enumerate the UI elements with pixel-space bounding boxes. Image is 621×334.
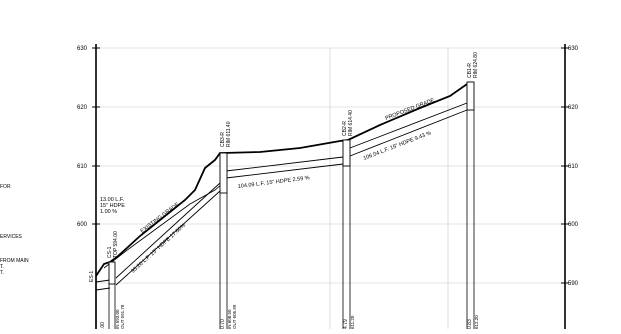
invert-cb3-r-in: IN 608.50 <box>227 309 232 329</box>
note-line-2: ERVICES <box>0 234 23 240</box>
structure-es-1: ES-1 <box>89 270 97 329</box>
invert-cs-1-out: OUT 591.78 <box>120 304 125 329</box>
invert-cb1-r: 612.20 <box>474 315 479 329</box>
grid <box>96 47 565 329</box>
elev-label-right-630: 630 <box>568 46 579 52</box>
svg-text:CB2-R: CB2-R <box>342 121 348 136</box>
station-2: 0.70 <box>220 319 226 329</box>
pipe-label-1-line3: 1.00 % <box>100 209 117 215</box>
pipe-profile <box>95 102 468 291</box>
elev-label-left-610: 610 <box>77 164 88 170</box>
station-1: .00 <box>100 322 106 329</box>
structure-cs-1: CS-1 TOP 594.00 <box>107 231 119 329</box>
pipe-label-3: 104.09 L.F. 15" HDPE 2.59 % <box>238 175 311 190</box>
note-line-4: T. <box>0 264 4 270</box>
ticks <box>92 47 569 284</box>
proposed-grade-line <box>95 81 471 277</box>
pipe-label-1-line1: 13.00 L.F. <box>100 197 125 203</box>
elev-label-right-590: 590 <box>568 281 579 287</box>
svg-text:CS-1: CS-1 <box>107 246 113 258</box>
elev-label-left-630: 630 <box>77 46 88 52</box>
elev-label-right-620: 620 <box>568 105 579 111</box>
svg-text:RIM 614.40: RIM 614.40 <box>348 110 354 136</box>
svg-text:TOP 594.00: TOP 594.00 <box>113 231 119 258</box>
structure-cb3-r: CB3-R RIM 611.40 <box>219 121 232 329</box>
pipe-label-4: 106.04 L.F. 15" HDPE 9.43 % <box>363 130 433 162</box>
svg-text:RIM 624.80: RIM 624.80 <box>473 52 479 78</box>
elev-label-right-600: 600 <box>568 222 579 228</box>
station-3: 4.79 <box>343 319 349 329</box>
svg-text:CB1-R: CB1-R <box>467 63 473 78</box>
invert-cs-1-in: IN 593.00 <box>115 309 120 329</box>
station-4: 0.83 <box>467 319 473 329</box>
structure-cb1-r: CB1-R RIM 624.80 <box>466 52 479 329</box>
structure-cb2-r: CB2-R RIM 614.40 <box>342 110 354 329</box>
pipe-label-1-line2: 15" HDPE <box>100 203 125 209</box>
svg-text:CB3-R: CB3-R <box>220 132 226 147</box>
note-line-1: FOR <box>0 184 11 190</box>
note-line-3: FROM MAIN <box>0 258 29 264</box>
invert-cb3-r-out: OUT 605.99 <box>232 304 237 329</box>
elev-label-left-620: 620 <box>77 105 88 111</box>
elev-label-right-610: 610 <box>568 164 579 170</box>
invert-cb2-r: 611.20 <box>350 315 355 329</box>
existing-grade-line <box>103 183 223 269</box>
note-line-5: T. <box>0 270 4 276</box>
svg-text:RIM 611.40: RIM 611.40 <box>226 121 232 147</box>
svg-text:ES-1: ES-1 <box>89 271 95 282</box>
elev-label-left-600: 600 <box>77 222 88 228</box>
